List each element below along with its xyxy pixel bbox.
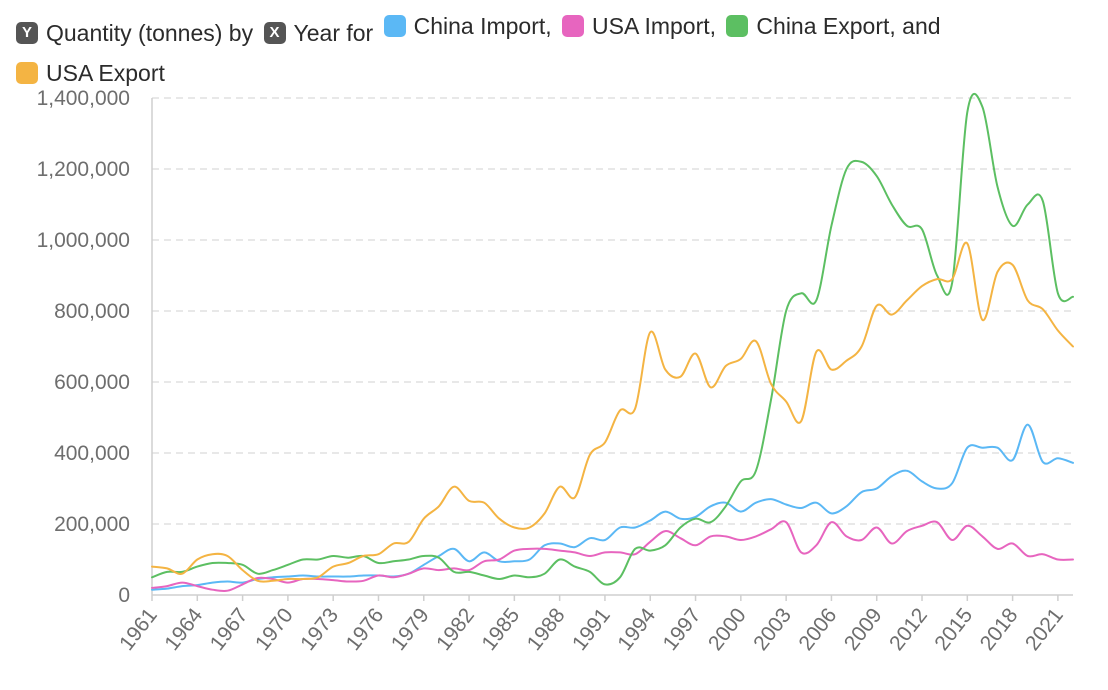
x-tick-label: 2000	[704, 604, 751, 655]
x-tick-label: 1961	[115, 604, 162, 655]
y-tick-label: 600,000	[54, 371, 130, 394]
series-line-usa-import	[151, 520, 1074, 593]
legend-item-china-export[interactable]: China Export, and	[726, 6, 941, 46]
legend-label-usa-import: USA Import,	[592, 13, 717, 39]
x-axis-descriptor: X Year for	[263, 13, 374, 53]
y-tick-label: 400,000	[54, 442, 130, 465]
y-tick-label: 200,000	[54, 513, 130, 536]
x-tick-label: 1973	[296, 604, 343, 655]
legend: Y Quantity (tonnes) by X Year for China …	[16, 6, 1096, 96]
y-tick-label: 0	[118, 584, 130, 607]
legend-swatch-usa-import	[562, 15, 585, 37]
x-tick-label: 1988	[523, 604, 570, 655]
x-tick-label: 1976	[342, 604, 389, 655]
x-tick-label: 2015	[930, 604, 977, 655]
x-tick-label: 2012	[885, 604, 932, 655]
series-line-usa-export	[151, 241, 1074, 583]
x-tick-label: 2018	[976, 604, 1023, 655]
legend-item-china-import[interactable]: China Import,	[383, 6, 552, 46]
y-tick-label: 1,000,000	[37, 229, 130, 252]
legend-item-usa-export[interactable]: USA Export	[16, 53, 165, 93]
x-tick-label: 1967	[206, 604, 253, 655]
x-key-icon: X	[263, 22, 286, 44]
x-tick-label: 1982	[432, 604, 479, 655]
x-tick-label: 2009	[840, 604, 887, 655]
y-tick-label: 1,200,000	[37, 158, 130, 181]
x-tick-label: 1991	[568, 604, 615, 655]
x-axis-descriptor-text: Year for	[293, 20, 374, 46]
legend-swatch-china-import	[383, 15, 406, 37]
legend-label-china-export: China Export, and	[756, 13, 941, 39]
series-line-china-import	[151, 423, 1074, 591]
x-tick-label: 2006	[794, 604, 841, 655]
x-tick-label: 1979	[387, 604, 434, 655]
series-line-china-export	[151, 92, 1074, 586]
x-tick-label: 1970	[251, 604, 298, 655]
y-tick-label: 1,400,000	[37, 87, 130, 110]
x-tick-label: 2003	[749, 604, 796, 655]
x-tick-label: 1997	[659, 604, 706, 655]
x-tick-label: 2021	[1021, 604, 1068, 655]
y-axis-descriptor: Y Quantity (tonnes) by	[16, 13, 253, 53]
legend-swatch-usa-export	[16, 62, 38, 84]
y-axis-descriptor-text: Quantity (tonnes) by	[46, 20, 254, 46]
legend-label-usa-export: USA Export	[46, 60, 165, 86]
x-tick-label: 1985	[477, 604, 524, 655]
legend-label-china-import: China Import,	[413, 13, 552, 39]
legend-swatch-china-export	[726, 15, 749, 37]
legend-item-usa-import[interactable]: USA Import,	[562, 6, 716, 46]
y-tick-label: 800,000	[54, 300, 130, 323]
x-tick-label: 1994	[613, 604, 660, 655]
x-tick-label: 1964	[160, 604, 207, 655]
y-key-icon: Y	[16, 22, 38, 44]
